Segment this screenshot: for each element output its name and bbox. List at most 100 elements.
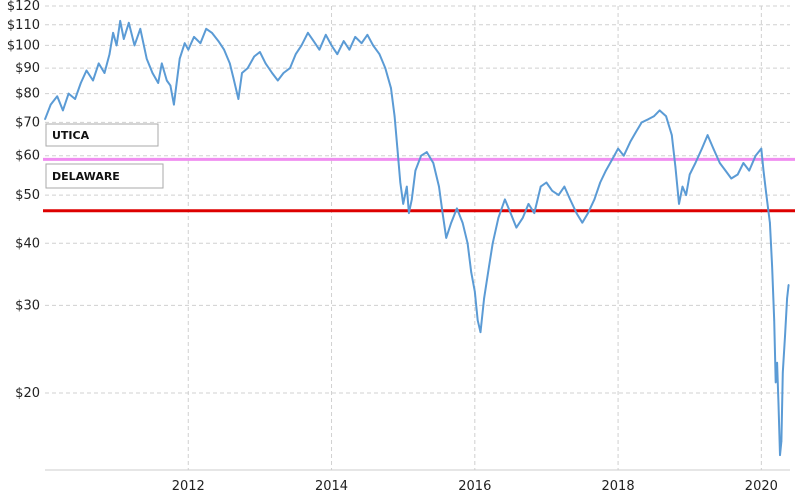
price-point (545, 181, 548, 184)
price-point (178, 57, 181, 60)
price-point (754, 154, 757, 157)
price-point (681, 185, 684, 188)
price-point (229, 62, 231, 65)
y-tick-label: $40 (15, 236, 40, 251)
price-point (232, 77, 235, 79)
price-point (760, 147, 763, 150)
price-point (115, 44, 118, 47)
price-point (67, 92, 70, 95)
price-point (587, 212, 589, 214)
price-point (133, 44, 136, 47)
price-point (360, 42, 363, 44)
y-tick-label: $20 (15, 386, 40, 401)
y-tick-label: $120 (7, 0, 40, 14)
price-point (97, 62, 100, 65)
price-point (187, 48, 190, 51)
price-point (563, 185, 566, 188)
price-point (762, 169, 765, 172)
y-tick-label: $80 (15, 87, 40, 102)
price-point (685, 194, 687, 196)
price-point (777, 403, 780, 405)
price-point (264, 62, 267, 65)
price-point (325, 34, 327, 36)
price-point (782, 371, 784, 374)
price-point (551, 190, 553, 192)
price-point (151, 72, 154, 74)
price-point (166, 79, 168, 82)
price-point (169, 84, 172, 87)
price-point (253, 55, 255, 58)
price-point (246, 67, 249, 69)
price-point (488, 265, 490, 267)
price-point (199, 42, 202, 44)
price-point (139, 28, 142, 30)
price-point (44, 118, 46, 121)
price-point (49, 103, 52, 106)
y-tick-label: $30 (15, 298, 40, 313)
price-point (647, 118, 649, 121)
price-point (623, 154, 625, 157)
price-point (557, 194, 560, 196)
price-point (771, 265, 773, 267)
price-point (312, 40, 315, 42)
price-point (420, 154, 422, 157)
x-tick-label: 2014 (315, 479, 348, 494)
x-tick-label: 2012 (172, 479, 205, 494)
price-point (466, 242, 469, 245)
price-point (445, 237, 448, 239)
x-tick-label: 2020 (745, 479, 778, 494)
price-point (694, 162, 697, 164)
price-point (62, 109, 64, 112)
price-point (456, 207, 458, 210)
price-point (390, 87, 392, 89)
price-point (629, 141, 632, 143)
price-point (307, 32, 309, 34)
price-point (701, 147, 703, 150)
price-point (605, 169, 607, 172)
price-point (402, 203, 405, 205)
y-tick-label: $90 (15, 61, 40, 76)
x-tick-label: 2016 (458, 479, 491, 494)
price-point (211, 32, 213, 34)
price-point (575, 212, 578, 214)
price-point (399, 181, 402, 184)
price-point (640, 121, 643, 124)
price-point (406, 185, 408, 188)
price-point (411, 198, 413, 201)
price-point (736, 173, 739, 176)
price-point (483, 297, 485, 300)
price-point (366, 34, 369, 36)
price-point (294, 53, 297, 55)
price-point (108, 53, 111, 55)
price-point (719, 162, 721, 164)
price-point (688, 173, 691, 176)
price-point (533, 212, 536, 214)
price-point (432, 162, 435, 164)
price-point (241, 72, 243, 74)
price-point (85, 69, 88, 72)
x-axis: 2012 2014 2016 2018 2020 (45, 469, 790, 494)
price-point (515, 226, 518, 229)
price-point (769, 221, 771, 224)
price-point (674, 166, 677, 168)
price-point (450, 221, 453, 224)
price-point (173, 103, 175, 106)
price-point (678, 203, 680, 205)
price-point (414, 169, 417, 172)
price-point (426, 151, 428, 153)
y-tick-label: $60 (15, 149, 40, 164)
reference-label-delaware: DELAWARE (52, 170, 120, 183)
price-point (569, 198, 571, 201)
price-point (372, 44, 374, 47)
price-point (461, 221, 464, 224)
price-point (706, 134, 709, 136)
price-point (384, 67, 387, 69)
price-point (730, 177, 733, 180)
price-point (599, 181, 601, 184)
price-point (396, 147, 399, 150)
price-point (119, 20, 121, 22)
price-point (282, 72, 285, 74)
price-point (128, 22, 130, 24)
price-point (318, 48, 321, 51)
